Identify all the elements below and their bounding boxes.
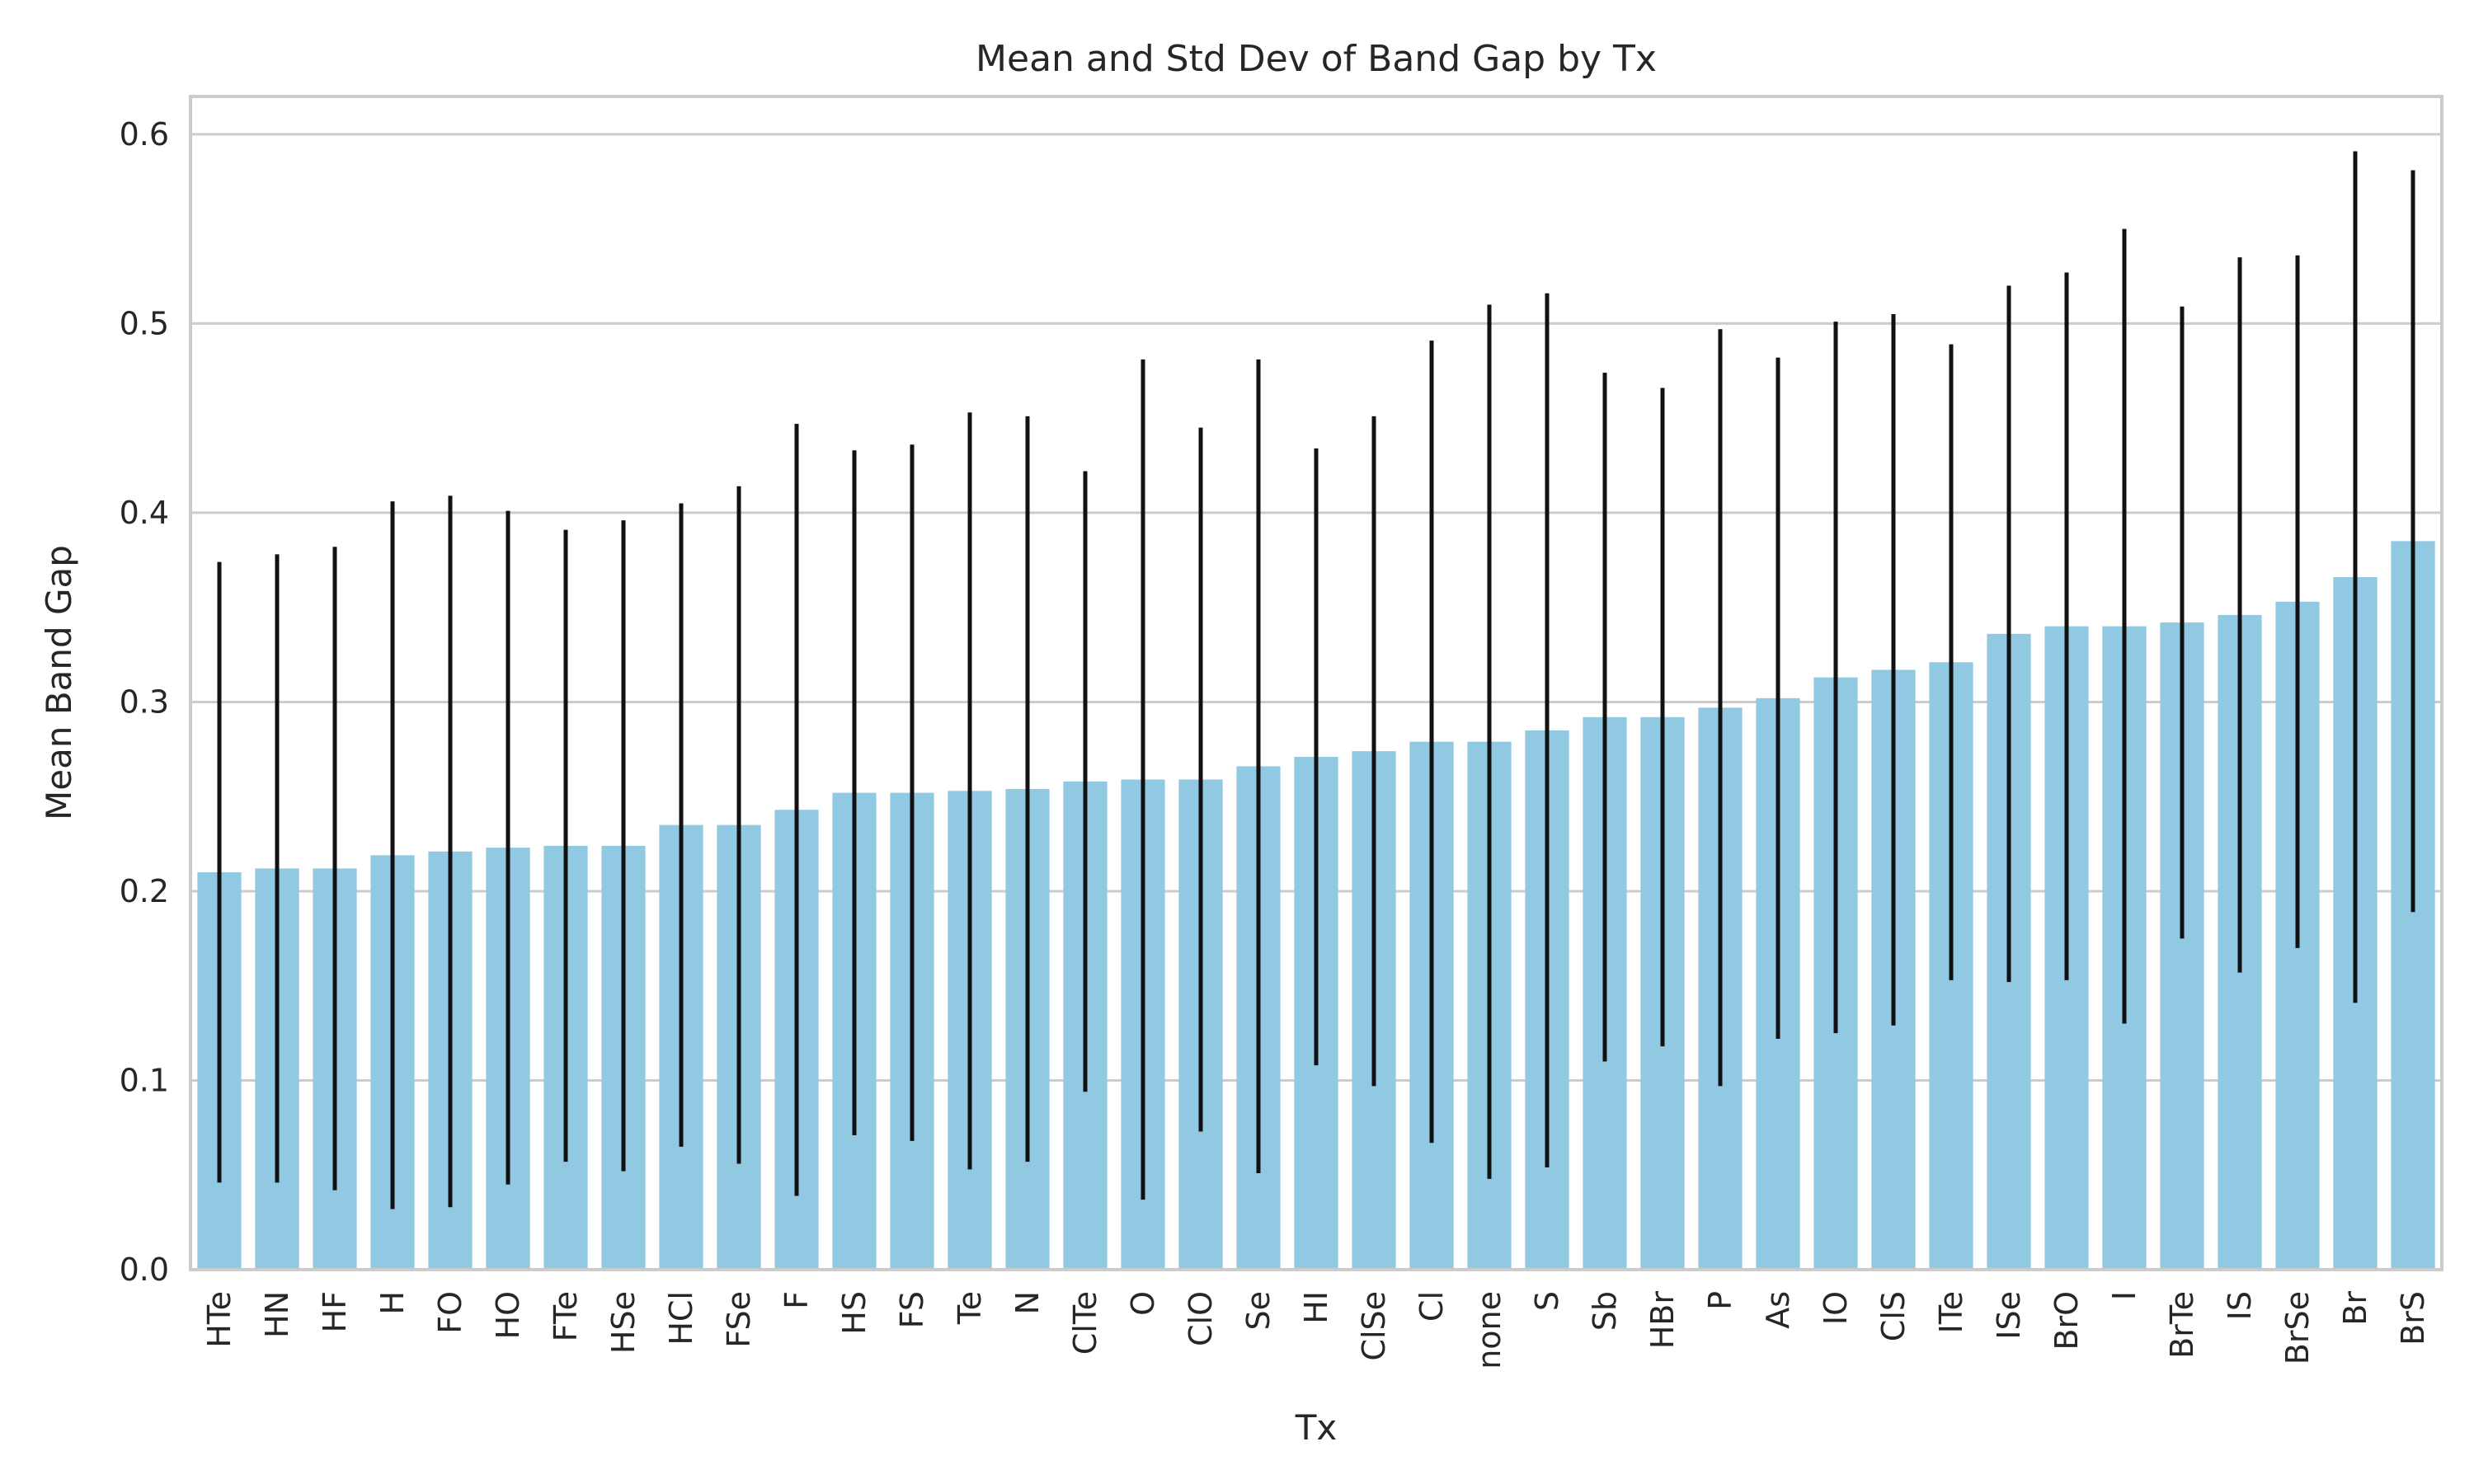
y-tick-label: 0.1 [120, 1062, 169, 1098]
x-tick-label: ISe [1991, 1291, 2027, 1340]
x-tick-label: F [778, 1291, 815, 1309]
x-tick-label: HS [836, 1291, 872, 1335]
x-tick-label: BrS [2395, 1291, 2431, 1345]
x-tick-label: O [1125, 1291, 1161, 1316]
y-axis-label: Mean Band Gap [39, 545, 79, 820]
x-tick-label: FTe [548, 1291, 584, 1341]
x-tick-label: Se [1240, 1291, 1277, 1331]
chart-title: Mean and Std Dev of Band Gap by Tx [976, 38, 1657, 80]
x-tick-label: HBr [1644, 1291, 1681, 1350]
x-tick-label: FO [432, 1291, 468, 1334]
x-tick-label: BrO [2048, 1291, 2085, 1350]
x-tick-label: ClO [1183, 1291, 1219, 1346]
x-axis-label: Tx [1295, 1407, 1338, 1448]
x-tick-label: Cl [1413, 1291, 1450, 1322]
x-tick-label: HF [317, 1291, 353, 1332]
x-tick-label: ClTe [1067, 1291, 1103, 1355]
x-tick-label: H [374, 1291, 411, 1315]
x-tick-label: FSe [721, 1291, 757, 1348]
plot-frame [189, 95, 2443, 1271]
x-tick-label: I [2106, 1291, 2142, 1300]
x-tick-label: HTe [201, 1291, 238, 1348]
x-tick-label: Te [952, 1291, 988, 1325]
x-tick-label: P [1702, 1291, 1738, 1310]
x-tick-label: HN [259, 1291, 295, 1338]
y-tick-label: 0.2 [120, 873, 169, 909]
x-tick-label: HO [490, 1291, 526, 1339]
x-tick-label: Sb [1587, 1291, 1623, 1331]
x-tick-label: none [1471, 1291, 1507, 1369]
x-tick-label: IS [2222, 1291, 2258, 1320]
x-tick-labels: HTe HN HF H FO HO FTe HSe HCl FSe F HS FS Te N ClTe O ClO… [201, 1291, 2431, 1369]
x-tick-label: FS [894, 1291, 930, 1328]
x-tick-label: HCl [663, 1291, 699, 1345]
x-tick-label: As [1760, 1291, 1796, 1329]
x-tick-label: N [1009, 1291, 1046, 1314]
y-tick-label: 0.0 [120, 1252, 169, 1288]
y-tick-label: 0.4 [120, 495, 169, 531]
x-tick-label: ClS [1875, 1291, 1912, 1341]
x-tick-label: ClSe [1356, 1291, 1392, 1361]
x-tick-label: HSe [605, 1291, 642, 1354]
y-tick-label: 0.3 [120, 683, 169, 720]
x-tick-label: HI [1298, 1291, 1334, 1324]
x-tick-label: Br [2337, 1291, 2373, 1326]
x-tick-label: BrTe [2164, 1291, 2200, 1359]
y-tick-label: 0.5 [120, 305, 169, 341]
y-tick-label: 0.6 [120, 116, 169, 153]
y-tick-labels: 0.0 0.1 0.2 0.3 0.4 0.5 0.6 [120, 116, 169, 1288]
x-tick-label: ITe [1933, 1291, 1969, 1333]
error-bars [217, 151, 2415, 1209]
x-tick-label: BrSe [2279, 1291, 2316, 1364]
x-tick-label: S [1529, 1291, 1565, 1311]
x-tick-label: IO [1818, 1291, 1854, 1325]
